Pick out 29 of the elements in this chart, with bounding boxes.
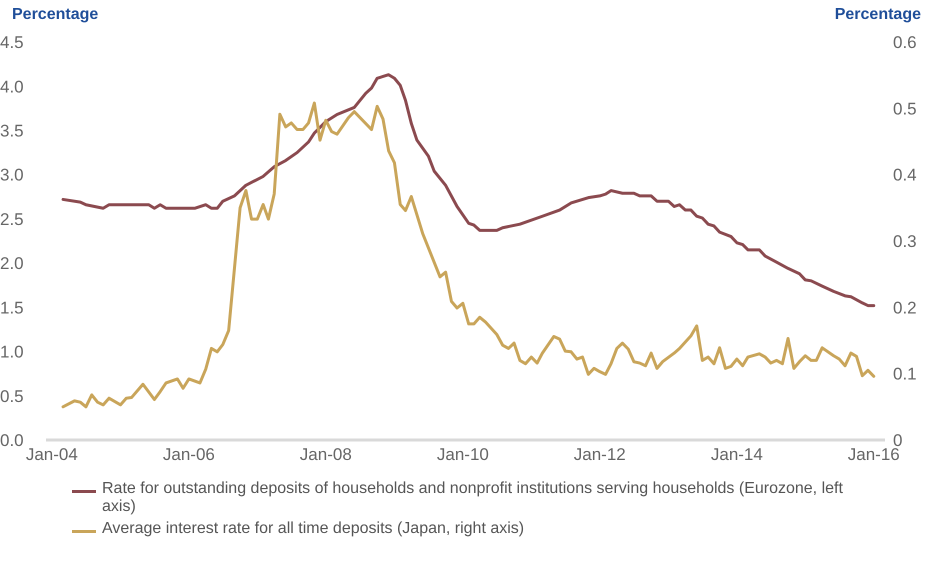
y2-tick-label: 0.6 <box>893 33 917 52</box>
y2-tick-label: 0.4 <box>893 166 917 185</box>
y-tick-label: 0.5 <box>0 386 24 406</box>
legend-label: Rate for outstanding deposits of households and nonprofit institutions serving households (Eurozone, left axis) <box>102 480 844 516</box>
legend-label: Average interest rate for all time deposits (Japan, right axis) <box>102 520 524 538</box>
x-tick-label: Jan-14 <box>710 445 763 464</box>
y2-tick-label: 0.5 <box>893 99 917 118</box>
y-tick-label: 2.5 <box>0 210 24 229</box>
y-tick-label: 4.5 <box>0 33 24 52</box>
y-tick-label: 2.0 <box>0 254 24 274</box>
x-tick-label: Jan-06 <box>162 445 215 464</box>
x-tick-label: Jan-16 <box>848 445 900 464</box>
y2-tick-label: 0.2 <box>893 298 917 318</box>
y-tick-label: 3.0 <box>0 166 24 185</box>
y-tick-label: 3.5 <box>0 121 24 140</box>
x-tick-label: Jan-12 <box>574 445 626 464</box>
y-tick-label: 1.5 <box>0 298 24 318</box>
line-series <box>62 73 876 308</box>
y-axis-title: Percentage <box>12 6 98 24</box>
x-tick-label: Jan-08 <box>300 445 352 464</box>
y-tick-label: 1.0 <box>0 342 24 362</box>
y2-tick-label: 0.3 <box>893 232 917 252</box>
x-tick-label: Jan-10 <box>436 445 489 464</box>
y-tick-label: 4.0 <box>0 77 24 96</box>
line-series <box>62 102 876 408</box>
y-tick-label: 0.0 <box>0 431 24 450</box>
x-tick-label: Jan-04 <box>26 445 78 464</box>
y2-tick-label: 0.1 <box>893 364 917 384</box>
y2-axis-title: Percentage <box>834 6 921 24</box>
